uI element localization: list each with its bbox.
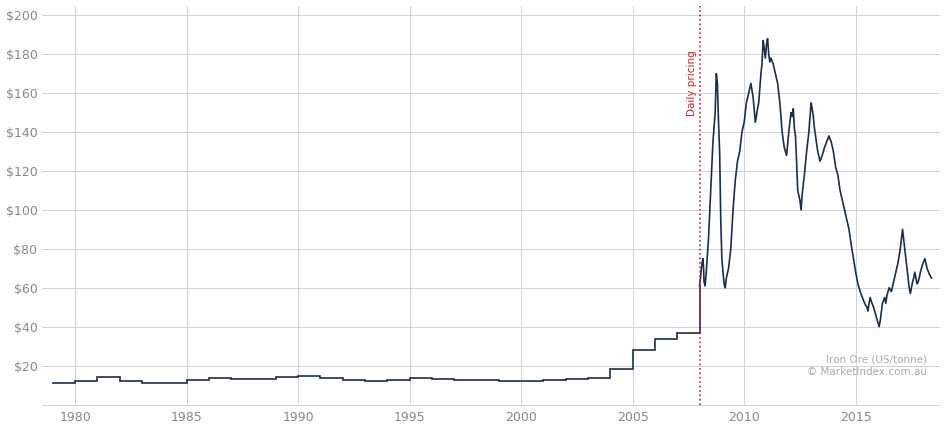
Text: Iron Ore (US/tonne)
© MarketIndex.com.au: Iron Ore (US/tonne) © MarketIndex.com.au	[807, 355, 927, 377]
Text: Daily pricing: Daily pricing	[687, 50, 697, 116]
